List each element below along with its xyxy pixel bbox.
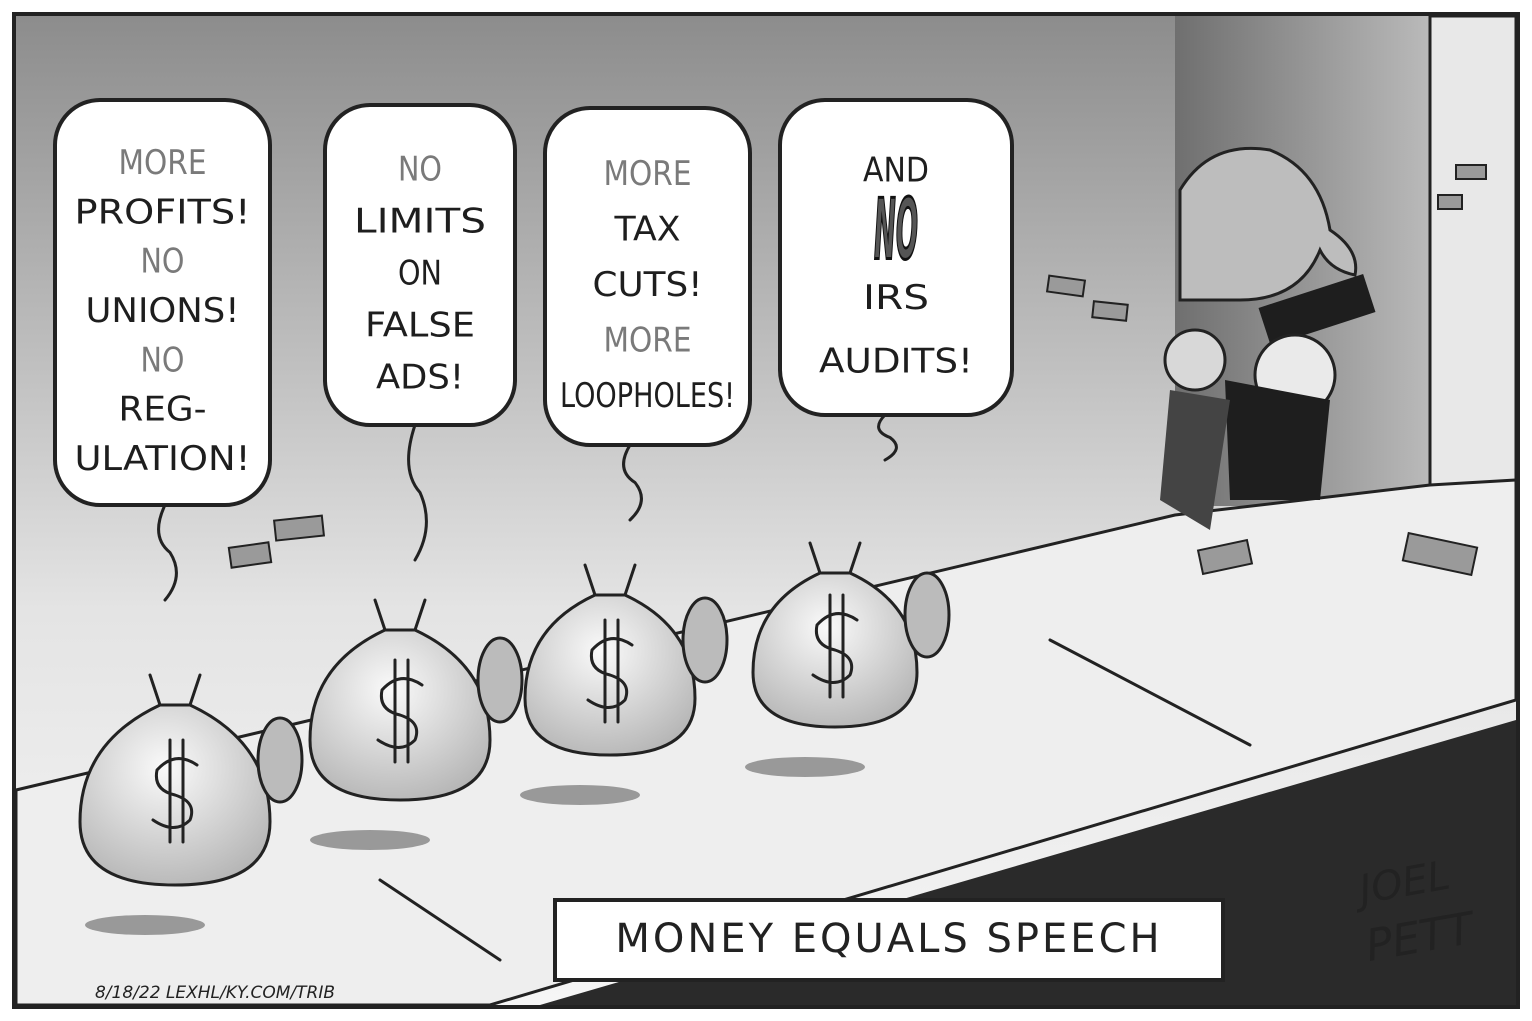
bubble-line: NO xyxy=(141,340,185,380)
megaphone xyxy=(258,718,302,802)
bubble-line: UNIONS! xyxy=(86,291,240,331)
bubble-line: MORE xyxy=(604,154,692,194)
bubble-line: AUDITS! xyxy=(819,342,973,382)
bubble-line: FALSE xyxy=(365,306,475,346)
bag-shadow xyxy=(520,785,640,805)
bubble-line: REG- xyxy=(119,390,207,430)
bubble-line: ADS! xyxy=(376,358,464,398)
credit: 8/18/22 LEXHL/KY.COM/TRIB xyxy=(95,983,335,1003)
bubble-line: NO xyxy=(141,242,185,282)
bubble-line: MORE xyxy=(604,320,692,360)
bubble-line: TAX xyxy=(613,210,680,250)
bubble-line: ON xyxy=(398,254,442,294)
bubble-line: NO xyxy=(398,150,442,190)
bubble-line: MORE xyxy=(119,143,207,183)
wall-edge xyxy=(1430,16,1516,486)
bag-shadow xyxy=(85,915,205,935)
bubble-line: LIMITS xyxy=(354,202,486,242)
bubble-line: IRS xyxy=(863,278,929,318)
bubble-line: CUTS! xyxy=(593,265,703,305)
bubble-line: NO xyxy=(874,181,918,279)
caption: MONEY EQUALS SPEECH xyxy=(615,916,1162,962)
bubble-line: ULATION! xyxy=(75,439,251,479)
bubble-line: PROFITS! xyxy=(75,192,251,232)
bubble-line: LOOPHOLES! xyxy=(560,376,735,416)
megaphone xyxy=(683,598,727,682)
page: MORE PROFITS! NO UNIONS! NO REG- ULATION! NO LIM… xyxy=(0,0,1532,1021)
megaphone xyxy=(905,573,949,657)
bag-shadow xyxy=(745,757,865,777)
cartoon: MORE PROFITS! NO UNIONS! NO REG- ULATION! NO LIM… xyxy=(0,0,1532,1021)
megaphone xyxy=(478,638,522,722)
bag-shadow xyxy=(310,830,430,850)
